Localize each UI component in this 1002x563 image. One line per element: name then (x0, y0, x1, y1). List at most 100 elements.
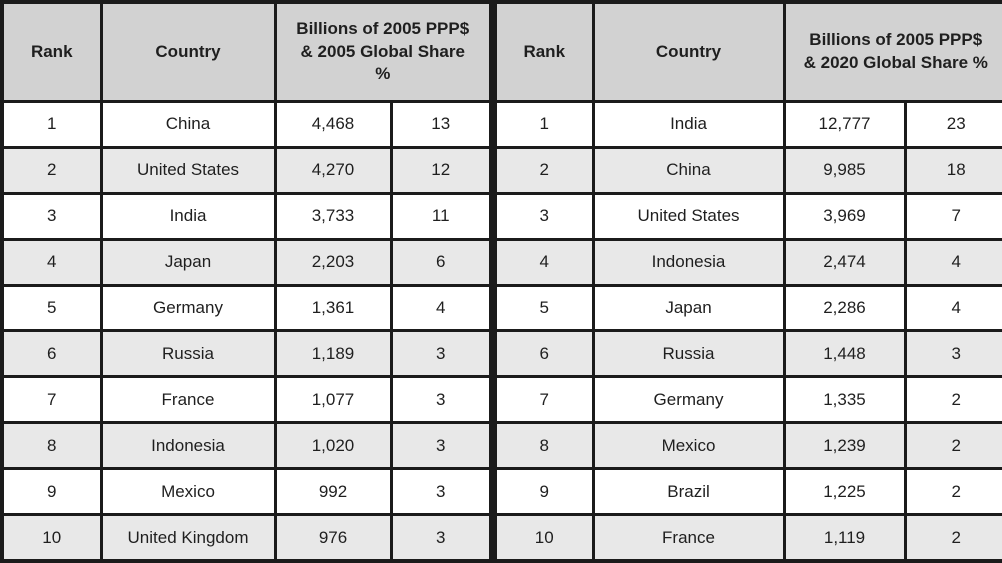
value-cell: 1,335 (782, 375, 907, 425)
table-row: 6 Russia 1,448 3 (493, 329, 1002, 379)
rank-cell: 8 (493, 421, 595, 471)
table-row: 2 China 9,985 18 (493, 145, 1002, 195)
value-cell: 12,777 (782, 100, 907, 149)
table-row: 10 France 1,119 2 (493, 512, 1002, 563)
table-row: 5 Japan 2,286 4 (493, 283, 1002, 333)
table-row: 7 Germany 1,335 2 (493, 375, 1002, 425)
rank-cell: 10 (493, 512, 595, 563)
value-cell: 2,286 (782, 283, 907, 333)
rank-cell: 6 (493, 329, 595, 379)
rank-cell: 5 (0, 283, 103, 333)
country-cell: Brazil (591, 467, 786, 517)
table-row: 2 United States 4,270 12 (0, 145, 493, 195)
country-cell: Japan (99, 237, 277, 287)
table-row: 8 Indonesia 1,020 3 (0, 421, 493, 471)
table-2020-share: Rank Country Billions of 2005 PPP$ & 202… (493, 0, 1002, 563)
table-row: 8 Mexico 1,239 2 (493, 421, 1002, 471)
table-row: 7 France 1,077 3 (0, 375, 493, 425)
country-cell: China (99, 100, 277, 149)
share-cell: 23 (903, 100, 1002, 149)
value-cell: 992 (273, 467, 393, 517)
value-cell: 1,189 (273, 329, 393, 379)
share-cell: 4 (903, 237, 1002, 287)
rank-cell: 3 (493, 191, 595, 241)
country-cell: Mexico (591, 421, 786, 471)
rank-cell: 8 (0, 421, 103, 471)
country-cell: United States (99, 145, 277, 195)
share-cell: 3 (903, 329, 1002, 379)
country-cell: France (591, 512, 786, 563)
share-cell: 6 (389, 237, 493, 287)
share-cell: 11 (389, 191, 493, 241)
share-cell: 3 (389, 421, 493, 471)
rank-cell: 7 (0, 375, 103, 425)
table-row: 9 Mexico 992 3 (0, 467, 493, 517)
value-cell: 3,733 (273, 191, 393, 241)
share-cell: 12 (389, 145, 493, 195)
share-cell: 2 (903, 375, 1002, 425)
rank-cell: 3 (0, 191, 103, 241)
rank-header: Rank (0, 0, 103, 103)
value-cell: 4,270 (273, 145, 393, 195)
header-row: Rank Country Billions of 2005 PPP$ & 202… (493, 0, 1002, 103)
share-cell: 4 (389, 283, 493, 333)
value-cell: 976 (273, 512, 393, 563)
table-row: 4 Indonesia 2,474 4 (493, 237, 1002, 287)
rank-cell: 1 (0, 100, 103, 149)
table-row: 5 Germany 1,361 4 (0, 283, 493, 333)
value-cell: 1,361 (273, 283, 393, 333)
country-cell: United Kingdom (99, 512, 277, 563)
table-row: 3 India 3,733 11 (0, 191, 493, 241)
share-cell: 3 (389, 512, 493, 563)
share-cell: 2 (903, 467, 1002, 517)
share-cell: 18 (903, 145, 1002, 195)
value-cell: 9,985 (782, 145, 907, 195)
table-2005-share: Rank Country Billions of 2005 PPP$ & 200… (0, 0, 493, 563)
table-row: 3 United States 3,969 7 (493, 191, 1002, 241)
share-cell: 3 (389, 375, 493, 425)
value-cell: 2,474 (782, 237, 907, 287)
rank-cell: 7 (493, 375, 595, 425)
rank-cell: 6 (0, 329, 103, 379)
rank-cell: 9 (493, 467, 595, 517)
country-cell: Germany (591, 375, 786, 425)
table-row: 1 China 4,468 13 (0, 100, 493, 149)
table-row: 9 Brazil 1,225 2 (493, 467, 1002, 517)
value-cell: 2,203 (273, 237, 393, 287)
country-cell: Japan (591, 283, 786, 333)
table-row: 1 India 12,777 23 (493, 100, 1002, 149)
country-cell: China (591, 145, 786, 195)
country-cell: Mexico (99, 467, 277, 517)
value-cell: 1,448 (782, 329, 907, 379)
country-cell: Russia (591, 329, 786, 379)
country-cell: Indonesia (591, 237, 786, 287)
country-header: Country (99, 0, 277, 103)
table-row: 10 United Kingdom 976 3 (0, 512, 493, 563)
country-cell: Indonesia (99, 421, 277, 471)
value-cell: 1,119 (782, 512, 907, 563)
table-row: 6 Russia 1,189 3 (0, 329, 493, 379)
share-cell: 2 (903, 421, 1002, 471)
country-cell: India (99, 191, 277, 241)
country-cell: Russia (99, 329, 277, 379)
country-cell: Germany (99, 283, 277, 333)
rank-cell: 1 (493, 100, 595, 149)
rank-cell: 5 (493, 283, 595, 333)
rank-cell: 2 (0, 145, 103, 195)
share-cell: 13 (389, 100, 493, 149)
share-cell: 3 (389, 467, 493, 517)
rank-cell: 2 (493, 145, 595, 195)
country-header: Country (591, 0, 786, 103)
value-cell: 4,468 (273, 100, 393, 149)
country-cell: France (99, 375, 277, 425)
country-cell: United States (591, 191, 786, 241)
value-cell: 1,239 (782, 421, 907, 471)
value-cell: 1,225 (782, 467, 907, 517)
value-cell: 3,969 (782, 191, 907, 241)
share-cell: 7 (903, 191, 1002, 241)
share-cell: 4 (903, 283, 1002, 333)
rank-cell: 9 (0, 467, 103, 517)
rank-cell: 10 (0, 512, 103, 563)
value-share-header: Billions of 2005 PPP$ & 2005 Global Shar… (273, 0, 493, 103)
